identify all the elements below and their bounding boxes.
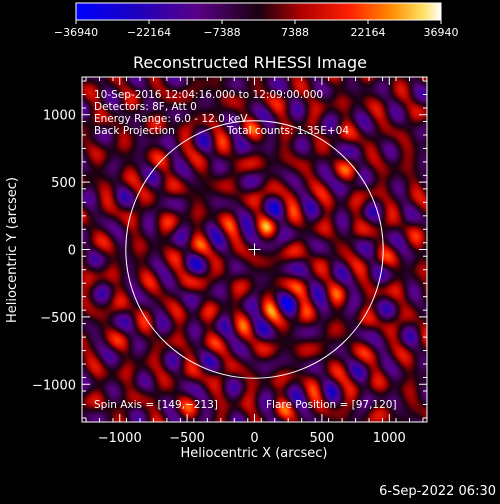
- footer-date: 6-Sep-2022 06:30: [379, 484, 496, 499]
- y-tick-label: 1000: [43, 109, 76, 124]
- x-tick-label: 1000: [373, 431, 406, 446]
- colorbar-tick-label: 7388: [281, 26, 309, 39]
- chart-title: Reconstructed RHESSI Image: [133, 53, 367, 72]
- y-tick-label: −1000: [32, 378, 76, 393]
- colorbar-gradient: [75, 2, 442, 21]
- x-tick-label: −1000: [98, 431, 142, 446]
- info-energy-range: Energy Range: 6.0 - 12.0 keV: [94, 113, 248, 125]
- colorbar-tick-label: −7388: [203, 26, 240, 39]
- colorbar-tick-label: 22164: [351, 26, 386, 39]
- x-tick-label: 0: [250, 431, 258, 446]
- colorbar-tick-label: −22164: [127, 26, 171, 39]
- y-tick-label: 0: [68, 244, 76, 259]
- flare-position-label: Flare Position = [97,120]: [266, 399, 397, 411]
- spin-axis-label: Spin Axis = [149,−213]: [94, 399, 218, 411]
- center-crosshair-icon: [248, 243, 261, 256]
- solar-limb-circle: [125, 120, 384, 379]
- info-algorithm: Back Projection: [94, 125, 175, 137]
- colorbar: −36940 −22164 −7388 7388 22164 36940: [54, 2, 459, 39]
- colorbar-tick-label: −36940: [54, 26, 98, 39]
- y-tick-label: 500: [51, 176, 76, 191]
- y-axis-label: Heliocentric Y (arcsec): [5, 177, 20, 323]
- x-axis-label: Heliocentric X (arcsec): [181, 446, 328, 461]
- x-tick-label: 500: [309, 431, 334, 446]
- x-axis-ticks: −1000 −500 0 500 1000: [85, 77, 424, 446]
- y-tick-label: −500: [40, 311, 76, 326]
- info-time-range: 10-Sep-2016 12:04:16.000 to 12:09:00.000: [94, 89, 323, 101]
- info-total-counts: Total counts: 1.35E+04: [226, 125, 349, 137]
- colorbar-tick-label: 36940: [424, 26, 459, 39]
- info-detectors: Detectors: 8F, Att 0: [94, 101, 197, 113]
- x-tick-label: −500: [169, 431, 205, 446]
- colorbar-ticks: −36940 −22164 −7388 7388 22164 36940: [54, 20, 459, 39]
- info-block: 10-Sep-2016 12:04:16.000 to 12:09:00.000…: [94, 89, 397, 411]
- y-axis-ticks: −1000 −500 0 500 1000: [32, 80, 427, 419]
